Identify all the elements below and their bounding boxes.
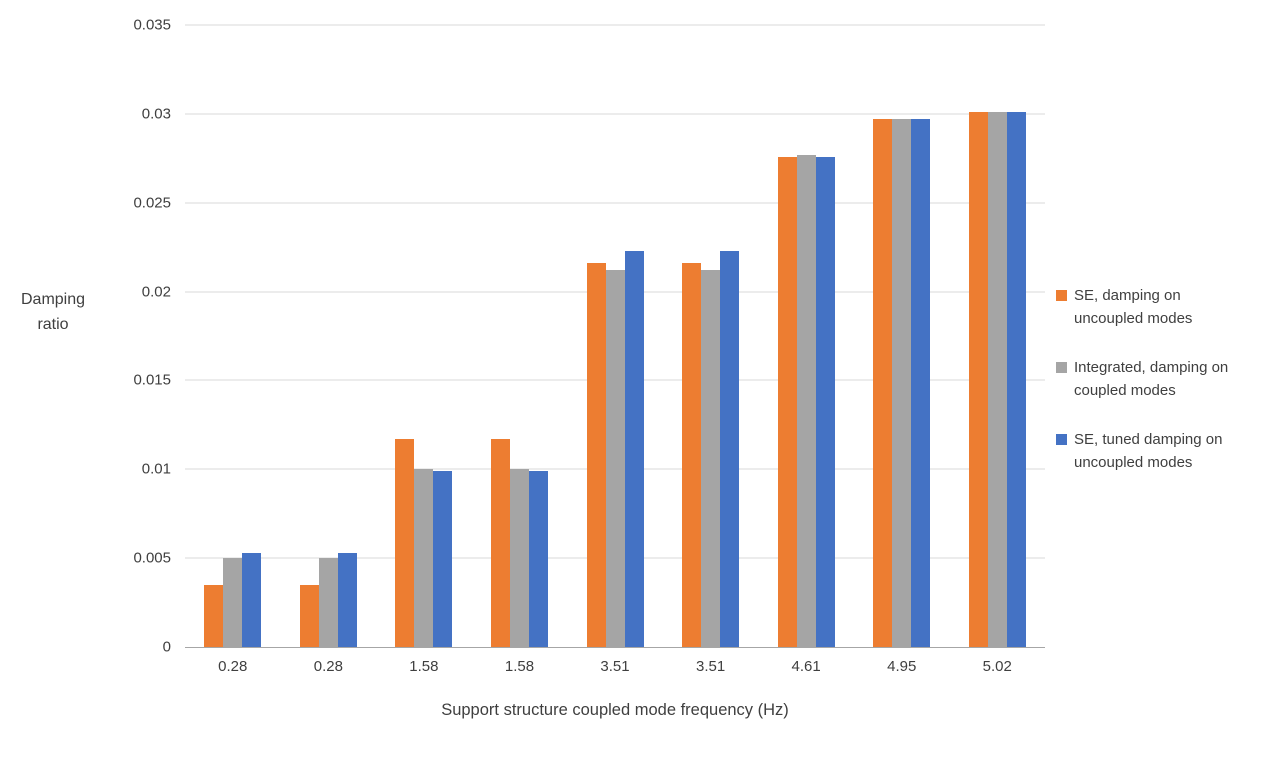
bar [796,154,816,647]
bar [624,250,644,647]
bar [586,263,606,647]
x-tick-label: 0.28 [218,658,248,675]
x-tick-label: 1.58 [409,658,439,675]
bar [204,584,224,647]
bar [873,119,893,647]
bar [509,469,529,647]
x-tick-label: 1.58 [504,658,535,675]
bar-group: 1.58 [472,25,568,675]
x-tick-label: 4.61 [791,658,821,675]
legend-item: Integrated, damping on coupled modes [1056,357,1278,402]
bar-group: 4.61 [758,25,854,675]
bar [299,584,319,647]
y-tick-label: 0 [162,638,171,656]
legend-swatch [1056,362,1067,373]
legend-swatch [1056,290,1067,301]
bar [605,270,625,647]
x-tick-label: 3.51 [600,658,630,675]
y-tick-label: 0.01 [141,460,171,478]
bar [528,471,548,647]
gridline [185,202,1045,204]
bar-group: 4.95 [854,25,950,675]
bar [777,156,797,647]
legend-swatch [1056,434,1067,445]
bar-group: 0.28 [281,25,377,675]
gridline [185,24,1045,26]
gridline [185,113,1045,115]
bar [682,263,702,647]
bar [242,552,262,647]
bar [815,156,835,647]
bar [720,250,740,647]
x-tick-label: 3.51 [695,658,726,675]
bar [433,471,453,647]
bar [892,119,912,647]
x-tick-label: 0.28 [313,658,343,675]
y-tick-label: 0.025 [133,194,171,212]
bar [337,552,357,647]
bar-group: 3.51 [567,25,663,675]
bar [318,558,338,647]
bar-group: 5.02 [950,25,1046,675]
legend-label: SE, tuned damping on uncoupled modes [1074,431,1223,471]
legend-label: Integrated, damping on coupled modes [1074,359,1229,399]
legend: SE, damping on uncoupled modes Integrated… [1056,285,1278,474]
y-tick-label: 0.005 [133,549,171,567]
plot-area: 0 0.005 0.01 0.015 0.02 0.025 0.03 0.035 0.28 0.2… [133,17,1046,675]
y-axis-title: Damping ratio [20,291,86,333]
bar-group: 1.58 [376,25,472,675]
y-tick-label: 0.03 [141,105,171,123]
bar [968,112,988,647]
bar-group: 3.51 [663,25,759,675]
bar [223,558,243,647]
x-tick-label: 5.02 [982,658,1012,675]
y-tick-label: 0.015 [133,371,171,389]
bar-groups: 0.28 0.28 1.58 1.58 3.51 3.51 4.61 4.95 5.02 [185,25,1046,675]
y-tick-label: 0.02 [141,283,171,301]
bar [911,119,931,647]
bar [414,469,434,647]
x-tick-label: 4.95 [887,658,917,675]
y-tick-label: 0.035 [133,16,171,34]
bar [1006,112,1026,647]
bar [490,439,510,647]
legend-item: SE, damping on uncoupled modes [1056,285,1278,330]
bar [987,112,1007,647]
bar [701,270,721,647]
x-axis-title: Support structure coupled mode frequency… [441,701,789,719]
legend-label: SE, damping on uncoupled modes [1074,287,1193,327]
bar-group: 0.28 [185,25,281,675]
bar [395,439,415,647]
legend-item: SE, tuned damping on uncoupled modes [1056,429,1278,474]
